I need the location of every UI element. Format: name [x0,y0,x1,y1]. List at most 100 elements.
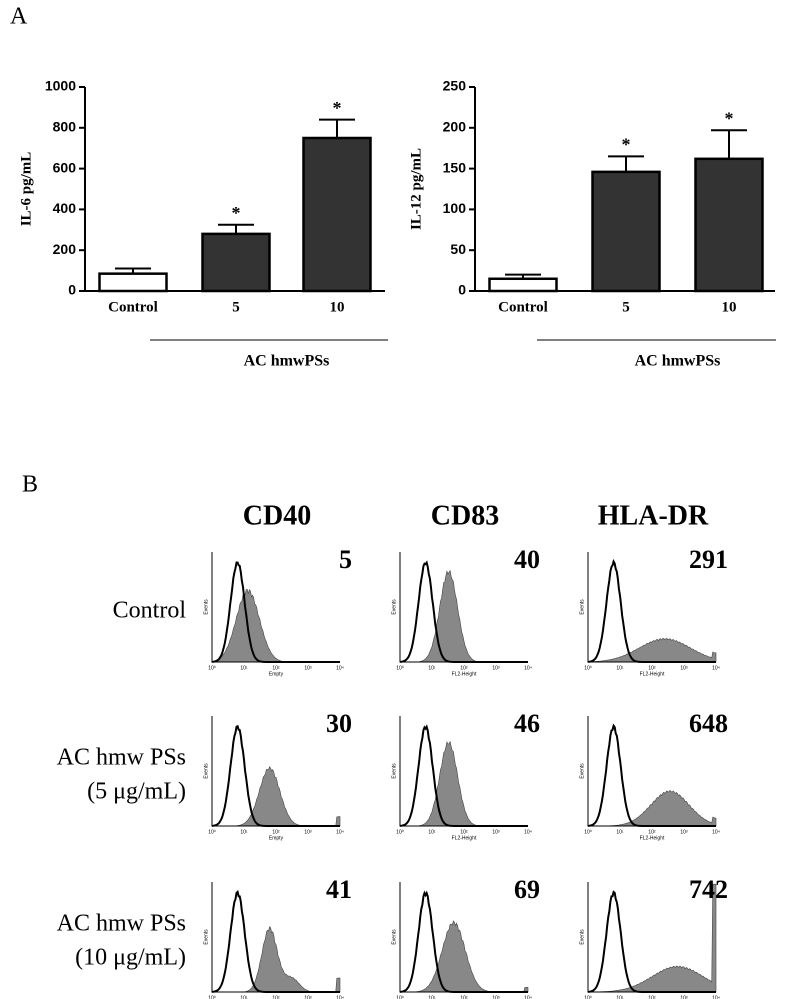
mfi-value: 40 [514,545,540,574]
x-tick-label: 10² [648,829,656,835]
panel-label: B [22,472,38,498]
x-tick-label: 10⁴ [712,995,720,999]
x-tick-label: 10¹ [240,995,248,999]
x-tick-label: 10⁴ [712,829,720,835]
histogram-frame [587,882,716,993]
row-label: AC hmw PSs [57,745,186,771]
mfi-value: 742 [689,875,728,904]
group-label: AC hmwPSs [635,353,721,370]
x-tick-label: 10⁰ [208,829,216,835]
x-tick-label: 10⁰ [396,829,404,835]
column-header: CD40 [243,500,311,531]
x-tick-label: 10⁴ [336,995,344,999]
y-axis-label: Events [579,599,585,615]
x-tick-label: Control [498,299,548,315]
row-label: (5 μg/mL) [87,779,186,805]
x-axis-label: FL2-Height [640,671,665,677]
x-tick-label: 10⁴ [524,665,532,671]
x-tick-label: 10¹ [616,665,624,671]
y-axis-label: IL-12 pg/mL [408,148,424,230]
histogram-frame [399,716,528,827]
x-tick-label: 10³ [304,829,312,835]
y-tick-label: 150 [443,159,467,175]
x-tick-label: 10² [460,829,468,835]
y-tick-label: 100 [443,200,467,216]
x-tick-label: 10⁰ [584,829,592,835]
x-tick-label: 10⁰ [396,665,404,671]
x-tick-label: 10³ [492,665,500,671]
x-tick-label: 10³ [492,995,500,999]
mfi-value: 30 [326,709,352,738]
x-tick-label: 10¹ [616,995,624,999]
mfi-value: 648 [689,709,728,738]
x-tick-label: 10² [648,665,656,671]
x-tick-label: 10² [272,665,280,671]
x-tick-label: 10⁰ [208,995,216,999]
y-axis-label: Events [391,599,397,615]
x-tick-label: 10³ [492,829,500,835]
x-tick-label: 10¹ [428,829,436,835]
histogram-sample [400,569,528,663]
column-header: HLA-DR [598,500,709,531]
significance-mark: * [622,134,631,154]
x-tick-label: 10 [722,299,737,315]
x-tick-label: Control [108,299,158,315]
significance-mark: * [725,108,734,128]
histogram-sample [587,789,717,827]
x-tick-label: 10¹ [428,995,436,999]
significance-mark: * [232,203,241,223]
histogram-frame [587,552,716,663]
x-tick-label: 5 [232,299,240,315]
x-tick-label: 10³ [304,995,312,999]
x-tick-label: 10³ [680,995,688,999]
histogram-sample [587,883,717,993]
x-tick-label: 10³ [304,665,312,671]
x-tick-label: 10⁰ [396,995,404,999]
y-tick-label: 0 [68,282,76,298]
y-tick-label: 50 [450,241,466,257]
histogram-frame [399,882,528,993]
row-label: Control [113,598,187,624]
x-axis-label: FL2-Height [452,671,477,677]
bar [591,170,661,293]
x-tick-label: 10¹ [616,829,624,835]
x-tick-label: 5 [622,299,630,315]
y-tick-label: 400 [53,200,77,216]
y-axis-label: Events [579,763,585,779]
y-tick-label: 600 [53,159,77,175]
x-tick-label: 10³ [680,829,688,835]
column-header: CD83 [431,500,499,531]
x-axis-label: Empty [269,671,284,677]
y-axis-label: Events [203,763,209,779]
x-tick-label: 10² [272,995,280,999]
y-axis-label: Events [203,599,209,615]
bar [694,157,764,293]
x-axis-label: Empty [269,835,284,841]
histogram-sample [212,766,341,827]
mfi-value: 46 [514,709,540,738]
x-tick-label: 10¹ [240,829,248,835]
mfi-value: 5 [339,545,352,574]
y-tick-label: 200 [443,119,467,135]
histogram-sample [587,638,717,663]
x-tick-label: 10⁴ [524,829,532,835]
histogram-frame [211,882,340,993]
x-tick-label: 10² [648,995,656,999]
bar [488,277,558,293]
group-label: AC hmwPSs [244,353,330,370]
x-tick-label: 10⁴ [712,665,720,671]
histogram-frame [211,716,340,827]
mfi-value: 69 [514,875,540,904]
x-axis-label: FL2-Height [452,835,477,841]
x-tick-label: 10³ [680,665,688,671]
row-label: (10 μg/mL) [75,945,186,971]
mfi-value: 291 [689,545,728,574]
y-tick-label: 200 [53,241,77,257]
y-axis-label: Events [579,929,585,945]
x-tick-label: 10¹ [428,665,436,671]
histogram-frame [587,716,716,827]
x-tick-label: 10⁴ [524,995,532,999]
y-tick-label: 1000 [45,78,76,94]
x-tick-label: 10¹ [240,665,248,671]
